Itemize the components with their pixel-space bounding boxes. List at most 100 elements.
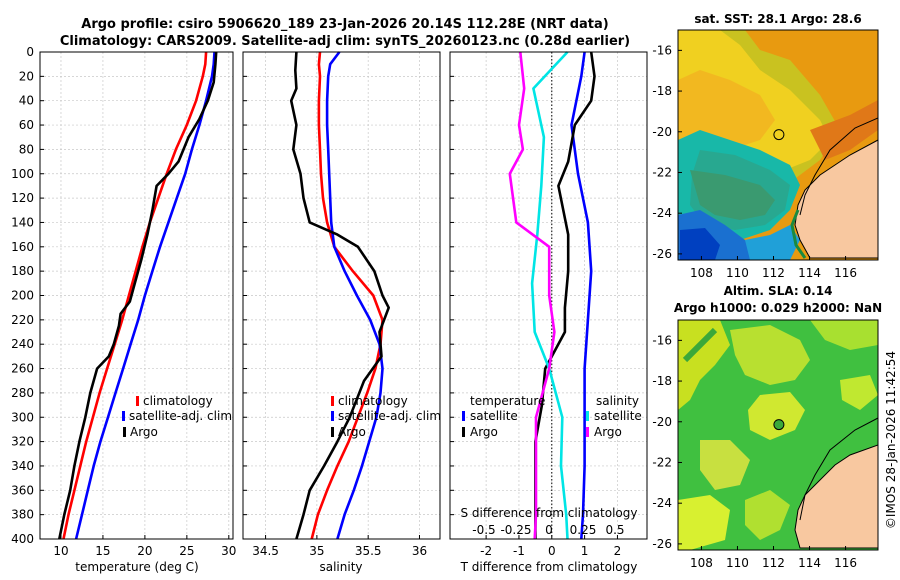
sst-map-frame xyxy=(677,29,879,261)
y-tick-label: 40 xyxy=(19,94,34,108)
legend-t-satellite: satellite xyxy=(470,409,518,423)
series-line-argo xyxy=(58,51,218,540)
legend-swatch-satellite xyxy=(331,411,334,421)
series-line-t-satellite xyxy=(570,51,593,540)
legend-swatch-t-satellite xyxy=(462,411,465,421)
series-line-s-argo xyxy=(508,51,556,540)
x-tick-label: 25 xyxy=(179,544,194,558)
difference-ticks: -2 -1 0 1 2 xyxy=(450,51,622,558)
map-y-tick-label: -18 xyxy=(652,374,672,388)
temperature-ticks: 0 20 40 60 80 100 120 140 160 180 200 220 240 260 280 3… xyxy=(11,45,236,558)
salinity-lines xyxy=(289,51,391,540)
map-x-tick-label: 112 xyxy=(762,556,785,570)
difference-lines xyxy=(508,51,596,540)
y-tick-label: 60 xyxy=(19,118,34,132)
y-tick-label: 180 xyxy=(11,264,34,278)
legend-satellite: satellite-adj. clim xyxy=(129,409,232,423)
x-tick-label: 34.5 xyxy=(252,544,279,558)
x-tick-label: -1 xyxy=(513,544,525,558)
legend-swatch-t-argo xyxy=(462,427,465,437)
salinity-legend: climatology satellite-adj. clim Argo xyxy=(331,394,441,439)
s-tick-label: -0.5 xyxy=(472,523,495,537)
sla-map-image xyxy=(678,320,878,550)
y-tick-label: 160 xyxy=(11,240,34,254)
map-y-tick-label: -24 xyxy=(652,206,672,220)
difference-panel: -2 -1 0 1 2 T difference from climatology S … xyxy=(449,51,648,574)
x-tick-label: 2 xyxy=(614,544,622,558)
series-line-s-satellite xyxy=(530,51,569,540)
map-y-tick-label: -16 xyxy=(652,43,672,57)
salinity-grid xyxy=(243,51,440,540)
salinity-diff-ticklabels: -0.5 -0.25 0 0.25 0.5 xyxy=(472,523,624,537)
map-y-tick-label: -20 xyxy=(652,415,672,429)
sst-map: sat. SST: 28.1 Argo: 28.6 108 110 112 114 11… xyxy=(652,12,879,280)
figure-title-line1: Argo profile: csiro 5906620_189 23-Jan-2… xyxy=(81,17,608,32)
s-tick-label: 0.25 xyxy=(570,523,597,537)
sst-map-ticks: 108 110 112 114 116 -16 -18 -20 -22 -24 -26 xyxy=(652,43,857,280)
map-y-tick-label: -16 xyxy=(652,333,672,347)
map-x-tick-label: 112 xyxy=(762,266,785,280)
legend-argo: Argo xyxy=(130,425,158,439)
map-x-tick-label: 110 xyxy=(726,266,749,280)
x-tick-label: 35 xyxy=(309,544,324,558)
y-tick-label: 360 xyxy=(11,483,34,497)
legend-s-argo: Argo xyxy=(594,425,622,439)
x-tick-label: 1 xyxy=(581,544,589,558)
salinity-xlabel: salinity xyxy=(319,560,362,574)
legend-swatch-s-argo xyxy=(586,427,589,437)
legend-salinity-header: salinity xyxy=(596,394,639,408)
salinity-ticks: 34.5 35 35.5 36 xyxy=(243,51,427,558)
x-tick-label: 20 xyxy=(137,544,152,558)
y-tick-label: 260 xyxy=(11,362,34,376)
argo-location-marker xyxy=(773,129,785,141)
y-tick-label: 380 xyxy=(11,508,34,522)
legend-swatch-argo xyxy=(123,427,126,437)
map-y-tick-label: -26 xyxy=(652,537,672,551)
series-line-argo xyxy=(289,51,391,540)
y-tick-label: 200 xyxy=(11,289,34,303)
difference-xlabel: T difference from climatology xyxy=(460,560,638,574)
map-x-tick-label: 114 xyxy=(798,556,821,570)
map-y-tick-label: -24 xyxy=(652,496,672,510)
argo-location-marker xyxy=(773,419,785,431)
legend-swatch-climatology xyxy=(331,396,334,406)
y-tick-label: 20 xyxy=(19,69,34,83)
y-tick-label: 240 xyxy=(11,337,34,351)
y-tick-label: 80 xyxy=(19,142,34,156)
difference-legend: temperature salinity satellite Argo sate… xyxy=(462,394,642,439)
legend-climatology: climatology xyxy=(338,394,408,408)
map-x-tick-label: 110 xyxy=(726,556,749,570)
legend-argo: Argo xyxy=(338,425,366,439)
legend-swatch-climatology xyxy=(136,396,139,406)
sla-map-title-line2: Argo h1000: 0.029 h2000: NaN xyxy=(674,301,882,315)
s-tick-label: 0 xyxy=(545,523,553,537)
sla-map-title-line1: Altim. SLA: 0.14 xyxy=(724,284,833,298)
x-tick-label: 30 xyxy=(221,544,236,558)
x-tick-label: 15 xyxy=(95,544,110,558)
temperature-grid xyxy=(40,51,233,540)
x-tick-label: 35.5 xyxy=(355,544,382,558)
map-x-tick-label: 108 xyxy=(690,556,713,570)
series-line-satellite-adj-clim xyxy=(325,51,384,540)
map-x-tick-label: 114 xyxy=(798,266,821,280)
map-y-tick-label: -26 xyxy=(652,247,672,261)
temperature-xlabel: temperature (deg C) xyxy=(75,560,198,574)
imos-timestamp: ©IMOS 28-Jan-2026 11:42:54 xyxy=(884,351,898,529)
y-tick-label: 400 xyxy=(11,532,34,546)
sst-map-image xyxy=(678,30,878,260)
figure-title-line2: Climatology: CARS2009. Satellite-adj cli… xyxy=(60,34,630,49)
map-x-tick-label: 116 xyxy=(834,556,857,570)
y-tick-label: 340 xyxy=(11,459,34,473)
sla-map-frame xyxy=(677,319,879,551)
x-tick-label: 0 xyxy=(548,544,556,558)
y-tick-label: 100 xyxy=(11,167,34,181)
temperature-legend: climatology satellite-adj. clim Argo xyxy=(122,394,232,439)
series-line-climatology xyxy=(310,51,384,540)
legend-climatology: climatology xyxy=(143,394,213,408)
y-tick-label: 140 xyxy=(11,215,34,229)
sla-map-ticks: 108 110 112 114 116 -16 -18 -20 -22 -24 -26 xyxy=(652,333,857,570)
legend-t-argo: Argo xyxy=(470,425,498,439)
series-line-climatology xyxy=(62,51,208,540)
y-tick-label: 0 xyxy=(26,45,34,59)
